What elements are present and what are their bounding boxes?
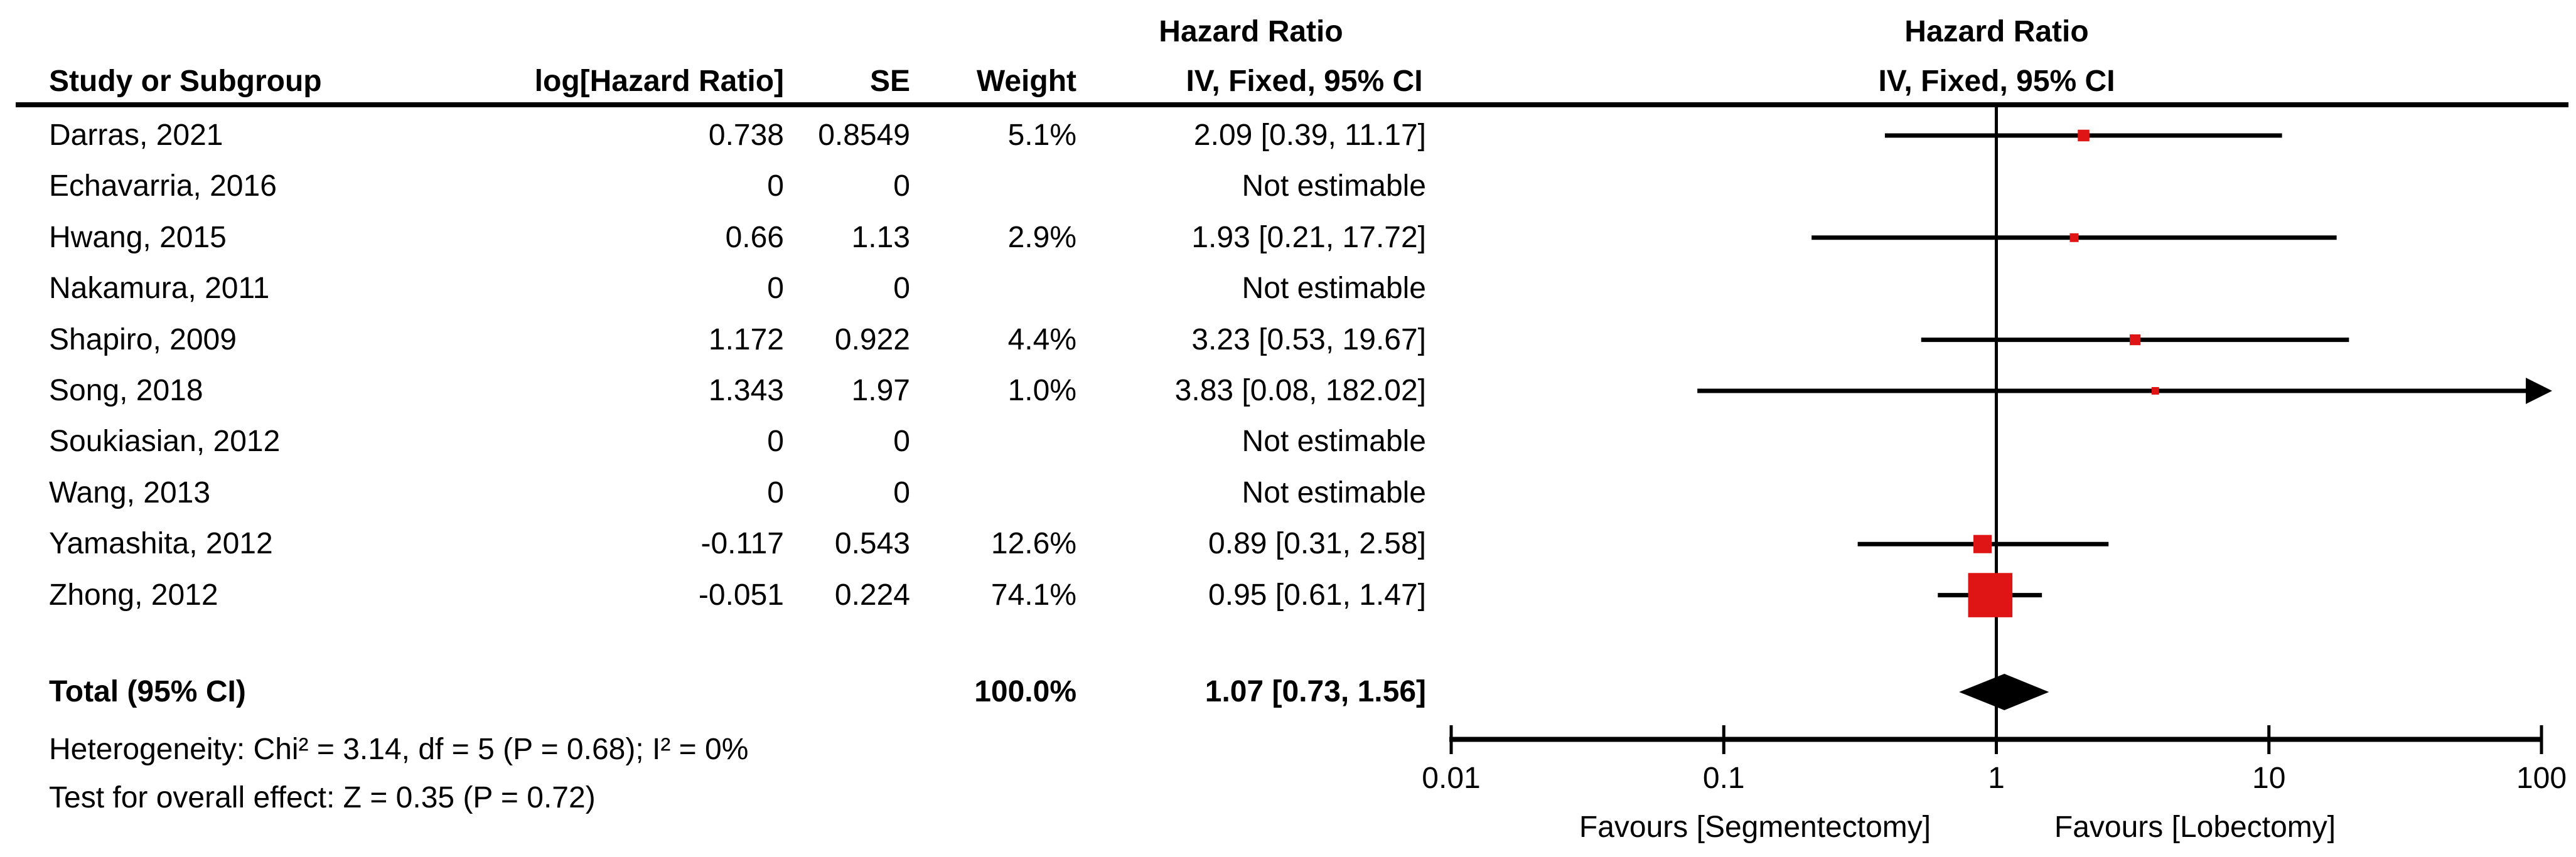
ci-text-cell: 3.23 [0.53, 19.67] <box>1191 322 1426 356</box>
weight-cell: 12.6% <box>990 527 1076 561</box>
study-name-cell: Shapiro, 2009 <box>49 322 237 356</box>
study-name-cell: Yamashita, 2012 <box>49 527 273 561</box>
study-name-cell: Zhong, 2012 <box>49 578 218 612</box>
study-name-cell: Hwang, 2015 <box>49 220 227 254</box>
weight-cell <box>913 468 1076 518</box>
effect-square <box>2069 233 2079 242</box>
effect-square <box>2130 334 2141 346</box>
plot-header-hazard-ratio: Hazard Ratio <box>1904 15 2089 48</box>
ci-text-cell: 0.95 [0.61, 1.47] <box>1208 578 1426 612</box>
table-row: Darras, 2021 0.738 0.8549 5.1% 2.09 [0.39, 1… <box>0 110 2576 161</box>
table-row: Wang, 2013 0 0 Not estimable <box>0 468 2576 518</box>
ci-text-cell: 3.83 [0.08, 182.02] <box>1174 374 1426 407</box>
table-row: Echavarria, 2016 0 0 Not estimable <box>0 161 2576 211</box>
ci-text-cell: Not estimable <box>1242 169 1426 203</box>
log-hr-cell: 0 <box>767 272 784 306</box>
se-cell: 1.97 <box>851 374 910 407</box>
table-row: Hwang, 2015 0.66 1.13 2.9% 1.93 [0.21, 17.72… <box>0 213 2576 263</box>
study-name-cell: Nakamura, 2011 <box>49 272 270 306</box>
column-header-study: Study or Subgroup <box>49 65 322 98</box>
se-cell: 0 <box>893 476 910 509</box>
column-header-log-hr: log[Hazard Ratio] <box>534 65 784 98</box>
study-name-cell: Echavarria, 2016 <box>49 169 277 203</box>
weight-cell: 5.1% <box>1007 119 1076 152</box>
weight-cell: 74.1% <box>990 578 1076 612</box>
column-header-hazard-ratio: Hazard Ratio <box>1159 15 1343 48</box>
log-hr-cell: 1.343 <box>708 374 784 407</box>
ci-text-cell: 0.89 [0.31, 2.58] <box>1208 527 1426 561</box>
effect-square <box>1968 573 2013 617</box>
header-rule <box>16 102 2568 107</box>
se-cell: 0 <box>893 169 910 203</box>
total-diamond <box>1959 674 2049 710</box>
column-header-se: SE <box>869 65 910 98</box>
total-ci: 1.07 [0.73, 1.56] <box>1205 675 1426 708</box>
table-row: Soukiasian, 2012 0 0 Not estimable <box>0 417 2576 467</box>
se-cell: 0.922 <box>834 322 910 356</box>
ci-text-cell: 2.09 [0.39, 11.17] <box>1193 119 1426 152</box>
column-header-weight: Weight <box>976 65 1076 98</box>
log-hr-cell: 0.738 <box>708 119 784 152</box>
x-axis-tick-label: 0.1 <box>1702 762 1745 795</box>
table-row: Yamashita, 2012 -0.117 0.543 12.6% 0.89 [0.3… <box>0 519 2576 569</box>
log-hr-cell: 1.172 <box>708 322 784 356</box>
log-hr-cell: -0.117 <box>700 527 784 561</box>
log-hr-cell: 0 <box>767 169 784 203</box>
x-axis-tick-label: 0.01 <box>1422 762 1481 795</box>
ci-text-cell: 1.93 [0.21, 17.72] <box>1191 220 1426 254</box>
table-row: Shapiro, 2009 1.172 0.922 4.4% 3.23 [0.53, 1… <box>0 315 2576 365</box>
weight-cell: 4.4% <box>1007 322 1076 356</box>
favours-right-label: Favours [Lobectomy] <box>2054 811 2336 844</box>
x-axis-tick-label: 10 <box>2252 762 2286 795</box>
log-hr-cell: 0 <box>767 476 784 509</box>
column-header-method: IV, Fixed, 95% CI <box>1186 65 1423 98</box>
favours-left-label: Favours [Segmentectomy] <box>1579 811 1931 844</box>
se-cell: 1.13 <box>851 220 910 254</box>
study-name-cell: Darras, 2021 <box>49 119 223 152</box>
ci-arrow-head <box>2526 378 2552 404</box>
weight-cell: 1.0% <box>1007 374 1076 407</box>
total-row: Total (95% CI) 100.0% 1.07 [0.73, 1.56] <box>0 667 2576 717</box>
header-line-2: Study or Subgroup log[Hazard Ratio] SE W… <box>0 56 2576 107</box>
overall-effect-note: Test for overall effect: Z = 0.35 (P = 0… <box>49 781 596 814</box>
total-weight: 100.0% <box>974 675 1076 708</box>
log-hr-cell: 0 <box>767 425 784 459</box>
effect-square <box>2078 129 2090 142</box>
se-cell: 0 <box>893 272 910 306</box>
se-cell: 0.8549 <box>818 119 910 152</box>
x-axis-tick-label: 1 <box>1988 762 2005 795</box>
header-line-1: Hazard Ratio Hazard Ratio <box>0 7 2576 57</box>
weight-cell: 2.9% <box>1007 220 1076 254</box>
x-axis-tick-label: 100 <box>2516 762 2567 795</box>
study-name-cell: Soukiasian, 2012 <box>49 425 281 459</box>
effect-square <box>2151 387 2159 395</box>
plot-header-method: IV, Fixed, 95% CI <box>1878 65 2115 98</box>
table-row: Zhong, 2012 -0.051 0.224 74.1% 0.95 [0.61, 1… <box>0 570 2576 620</box>
table-row: Song, 2018 1.343 1.97 1.0% 3.83 [0.08, 182.0… <box>0 366 2576 416</box>
se-cell: 0.224 <box>834 578 910 612</box>
ci-text-cell: Not estimable <box>1242 425 1426 459</box>
total-label: Total (95% CI) <box>49 675 246 708</box>
table-row: Nakamura, 2011 0 0 Not estimable <box>0 263 2576 314</box>
study-name-cell: Wang, 2013 <box>49 476 211 509</box>
weight-cell <box>913 161 1076 211</box>
ci-text-cell: Not estimable <box>1242 272 1426 306</box>
se-cell: 0.543 <box>834 527 910 561</box>
ci-text-cell: Not estimable <box>1242 476 1426 509</box>
heterogeneity-note: Heterogeneity: Chi² = 3.14, df = 5 (P = … <box>49 733 749 766</box>
weight-cell <box>913 263 1076 314</box>
effect-square <box>1973 535 1992 553</box>
study-name-cell: Song, 2018 <box>49 374 203 407</box>
se-cell: 0 <box>893 425 910 459</box>
log-hr-cell: -0.051 <box>698 578 784 612</box>
weight-cell <box>913 417 1076 467</box>
log-hr-cell: 0.66 <box>725 220 784 254</box>
